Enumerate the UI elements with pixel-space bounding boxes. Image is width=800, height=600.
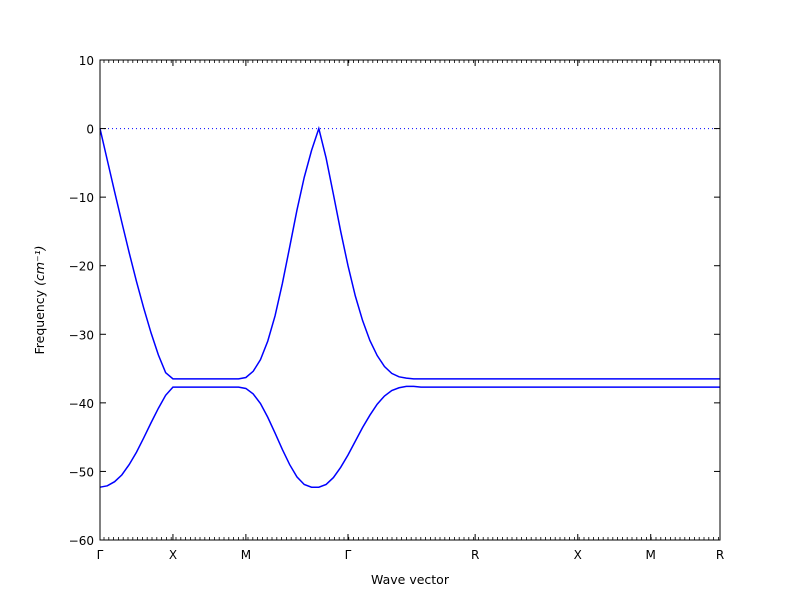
x-tick-label: Γ — [345, 548, 352, 562]
y-tick-label: −30 — [69, 328, 94, 342]
x-axis-title: Wave vector — [371, 572, 450, 587]
series-2-line — [99, 385, 720, 488]
y-tick-label: −50 — [69, 465, 94, 479]
x-tick-label: M — [646, 548, 656, 562]
plot-frame — [99, 59, 721, 541]
x-tick-label: R — [471, 548, 479, 562]
y-tick-label: 10 — [79, 54, 94, 68]
y-tick-label: −10 — [69, 191, 94, 205]
x-tick-label: X — [169, 548, 177, 562]
y-tick-label: −60 — [69, 534, 94, 548]
series-layer — [99, 125, 720, 488]
y-tick-label: 0 — [86, 123, 94, 137]
y-axis-title: Frequency (cm⁻¹) — [32, 246, 47, 355]
x-tick-label: R — [716, 548, 724, 562]
series-1-line — [99, 125, 720, 380]
y-axis-title-text: Frequency — [32, 289, 47, 354]
y-axis-ticks: 10 0 −10 −20 −30 −40 −50 −60 — [69, 54, 720, 548]
minor-ticks — [103, 60, 719, 540]
x-tick-label: X — [574, 548, 582, 562]
x-tick-label: Γ — [97, 548, 104, 562]
y-tick-label: −20 — [69, 260, 94, 274]
x-tick-label: M — [241, 548, 251, 562]
y-axis-unit: (cm⁻¹) — [32, 246, 47, 286]
y-tick-label: −40 — [69, 397, 94, 411]
